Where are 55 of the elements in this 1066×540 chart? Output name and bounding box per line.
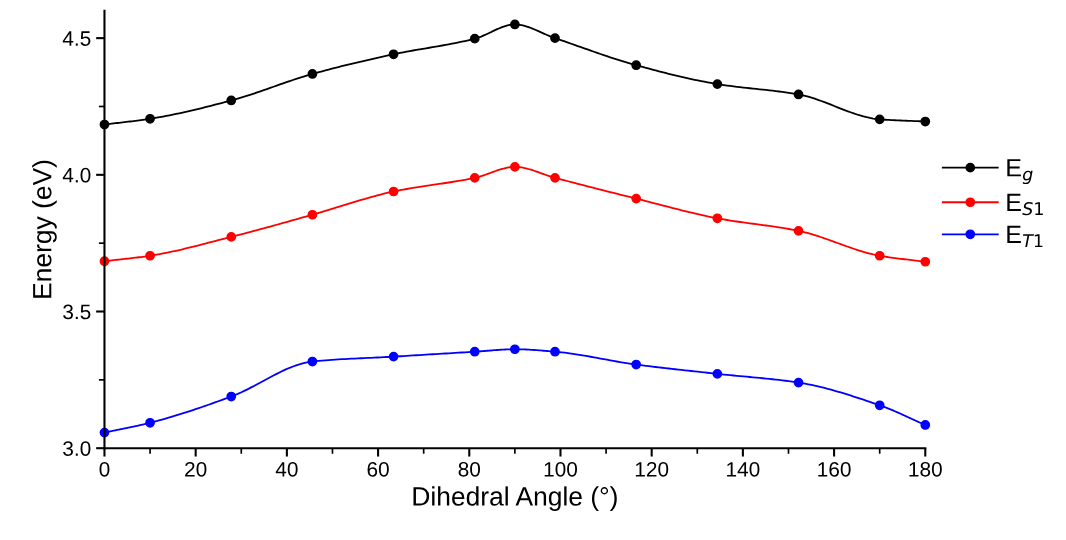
x-tick-label: 160 (818, 461, 851, 477)
point (307, 209, 318, 220)
point (920, 420, 931, 430)
point (226, 232, 237, 242)
x-tick-label: 100 (544, 461, 578, 477)
x-tick-label: 60 (367, 461, 389, 477)
point (920, 116, 931, 127)
x-tick-label: 20 (185, 461, 207, 477)
x-tick-label: 120 (635, 461, 669, 477)
legend-label: E$_{T1}$ (1007, 225, 1043, 248)
point (712, 368, 723, 379)
point (469, 172, 480, 183)
point (631, 193, 642, 204)
point (510, 344, 520, 355)
point (712, 213, 723, 224)
point (550, 346, 560, 357)
point (388, 351, 399, 362)
x-tick-label: 80 (458, 461, 481, 477)
point (469, 346, 480, 357)
point (510, 19, 520, 30)
legend-label: E$_{S1}$ (1007, 193, 1043, 216)
point (793, 89, 804, 100)
x-tick-label: 140 (727, 461, 760, 477)
y-tick-label: 4.5 (62, 31, 91, 46)
point (550, 33, 560, 43)
point (145, 417, 155, 428)
point (793, 377, 804, 388)
point (145, 113, 155, 124)
x-axis-title: Dihedral Angle (°) (413, 486, 617, 511)
y-tick-label: 3.0 (63, 441, 91, 456)
point (307, 356, 318, 367)
point (793, 226, 804, 236)
y-tick-label: 4.0 (62, 167, 91, 183)
point (631, 60, 642, 71)
point (226, 95, 237, 106)
point (469, 33, 480, 44)
point (307, 69, 318, 79)
point (145, 250, 155, 261)
x-tick-label: 0 (99, 461, 110, 477)
point (510, 162, 520, 172)
y-axis-title: Energy (eV) (32, 160, 57, 298)
point (874, 250, 885, 261)
x-tick-label: 40 (275, 461, 298, 477)
point (874, 400, 885, 411)
point (388, 186, 399, 197)
point (712, 79, 723, 89)
legend-label: E$_{g}$ (1007, 159, 1033, 185)
point (874, 114, 885, 125)
y-tick-label: 3.5 (63, 304, 91, 320)
point (631, 359, 642, 370)
point (388, 49, 399, 60)
x-tick-label: 180 (909, 461, 942, 477)
point (920, 256, 931, 267)
point (550, 172, 560, 183)
point (226, 391, 237, 402)
